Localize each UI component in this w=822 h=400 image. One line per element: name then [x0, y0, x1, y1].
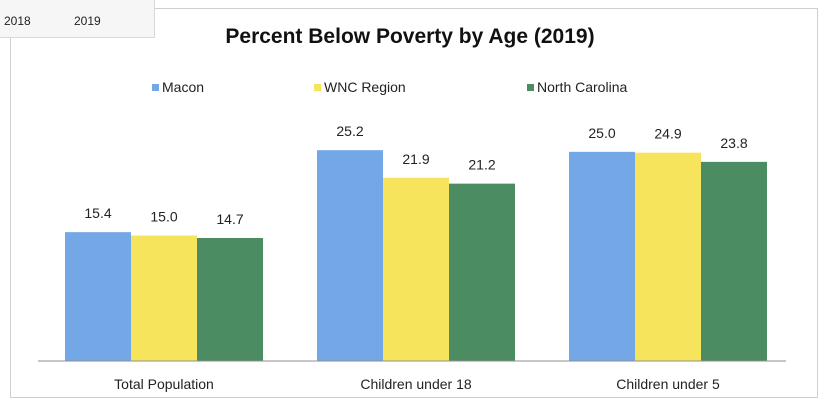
legend-label-north-carolina: North Carolina — [537, 79, 627, 95]
data-label-children-under-18-macon: 25.2 — [336, 123, 363, 139]
x-tick-label-children-under-18: Children under 18 — [360, 376, 472, 392]
bar-children-under-5-macon — [569, 151, 635, 361]
year-tab-2018[interactable]: 2018 — [4, 14, 31, 28]
legend-swatch-north-carolina — [527, 84, 534, 91]
data-label-total-population-wnc-region: 15.0 — [150, 209, 177, 225]
bar-total-population-north-carolina — [197, 238, 263, 361]
bar-children-under-5-north-carolina — [701, 161, 767, 361]
bar-children-under-18-macon — [317, 150, 383, 361]
bars: 15.4 15.0 14.7 25.2 21.9 21.2 25.0 24.9 23.8 — [65, 123, 767, 361]
data-label-total-population-north-carolina: 14.7 — [216, 211, 243, 227]
legend-label-wnc-region: WNC Region — [324, 79, 406, 95]
x-tick-label-total-population: Total Population — [114, 376, 214, 392]
legend-label-macon: Macon — [162, 79, 204, 95]
legend-swatch-wnc-region — [314, 84, 321, 91]
data-label-children-under-5-north-carolina: 23.8 — [720, 135, 747, 151]
year-tab-2019[interactable]: 2019 — [74, 14, 101, 28]
legend: Macon WNC Region North Carolina — [152, 79, 627, 95]
bar-total-population-wnc-region — [131, 235, 197, 361]
bar-children-under-18-north-carolina — [449, 183, 515, 361]
bar-total-population-macon — [65, 232, 131, 361]
x-tick-label-children-under-5: Children under 5 — [616, 376, 720, 392]
legend-swatch-macon — [152, 84, 159, 91]
data-label-children-under-5-wnc-region: 24.9 — [654, 126, 681, 142]
year-tabs: 2018 2019 — [0, 0, 155, 38]
data-label-total-population-macon: 15.4 — [84, 205, 111, 221]
data-label-children-under-18-north-carolina: 21.2 — [468, 157, 495, 173]
bar-children-under-18-wnc-region — [383, 177, 449, 361]
chart-title: Percent Below Poverty by Age (2019) — [225, 25, 594, 48]
data-label-children-under-18-wnc-region: 21.9 — [402, 151, 429, 167]
x-axis-labels: Total Population Children under 18 Childre… — [114, 376, 720, 392]
data-label-children-under-5-macon: 25.0 — [588, 125, 615, 141]
bar-children-under-5-wnc-region — [635, 152, 701, 361]
